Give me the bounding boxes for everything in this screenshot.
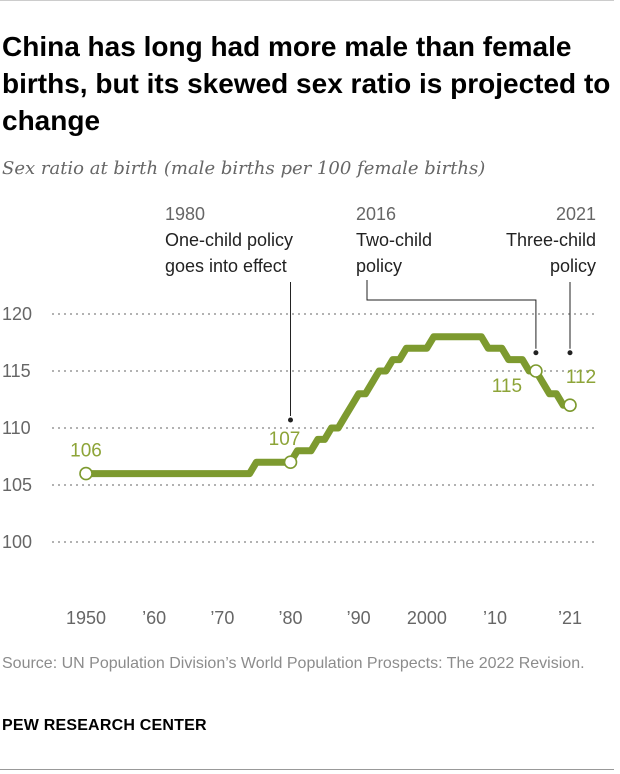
data-label: 112 — [566, 367, 596, 388]
series-line — [82, 333, 574, 478]
data-label: 106 — [70, 441, 102, 462]
annotation-text: One-child policy — [165, 230, 293, 250]
data-point — [283, 455, 298, 470]
y-tick-label: 100 — [2, 532, 32, 552]
x-tick-label: ’60 — [142, 608, 166, 628]
annotation-dot — [533, 350, 539, 356]
annotation-text: goes into effect — [165, 256, 287, 276]
chart-title: China has long had more male than female… — [2, 31, 611, 136]
x-tick-label: ’21 — [558, 608, 582, 628]
x-tick-label: 2000 — [407, 608, 447, 628]
annotation-year: 1980 — [165, 204, 205, 224]
x-tick-label: ’10 — [483, 608, 507, 628]
y-tick-label: 110 — [2, 418, 31, 438]
chart-subtitle: Sex ratio at birth (male births per 100 … — [2, 158, 486, 179]
annotation-dot — [288, 417, 294, 423]
x-tick-label: ’70 — [210, 608, 234, 628]
annotation-text: Two-child — [356, 230, 432, 250]
data-label: 107 — [269, 429, 301, 450]
y-tick-label: 105 — [2, 475, 32, 495]
annotation-year: 2016 — [356, 204, 396, 224]
bottom-rule — [0, 769, 614, 770]
y-tick-label: 115 — [2, 361, 31, 381]
x-tick-label: ’80 — [278, 608, 302, 628]
annotation-year: 2021 — [556, 204, 596, 224]
annotation-dot — [567, 350, 573, 356]
credit-line: PEW RESEARCH CENTER — [2, 717, 207, 734]
data-label: 115 — [492, 376, 522, 397]
y-tick-label: 120 — [2, 304, 32, 324]
annotation-text: Three-child — [506, 230, 596, 250]
x-tick-label: ’90 — [347, 608, 371, 628]
sex-ratio-chart: 100 105 110 115 120 1950 ’60 ’70 ’80 ’90 2000 ’10 ’2… — [2, 204, 598, 628]
top-rule — [0, 0, 614, 1]
x-tick-label: 1950 — [66, 608, 106, 628]
data-point — [563, 398, 577, 412]
annotation-text: policy — [356, 256, 402, 276]
data-point — [529, 364, 543, 378]
source-note: Source: UN Population Division’s World P… — [2, 655, 585, 672]
annotation-pointer — [366, 280, 537, 349]
data-point — [79, 466, 93, 481]
annotation-text: policy — [550, 256, 596, 276]
